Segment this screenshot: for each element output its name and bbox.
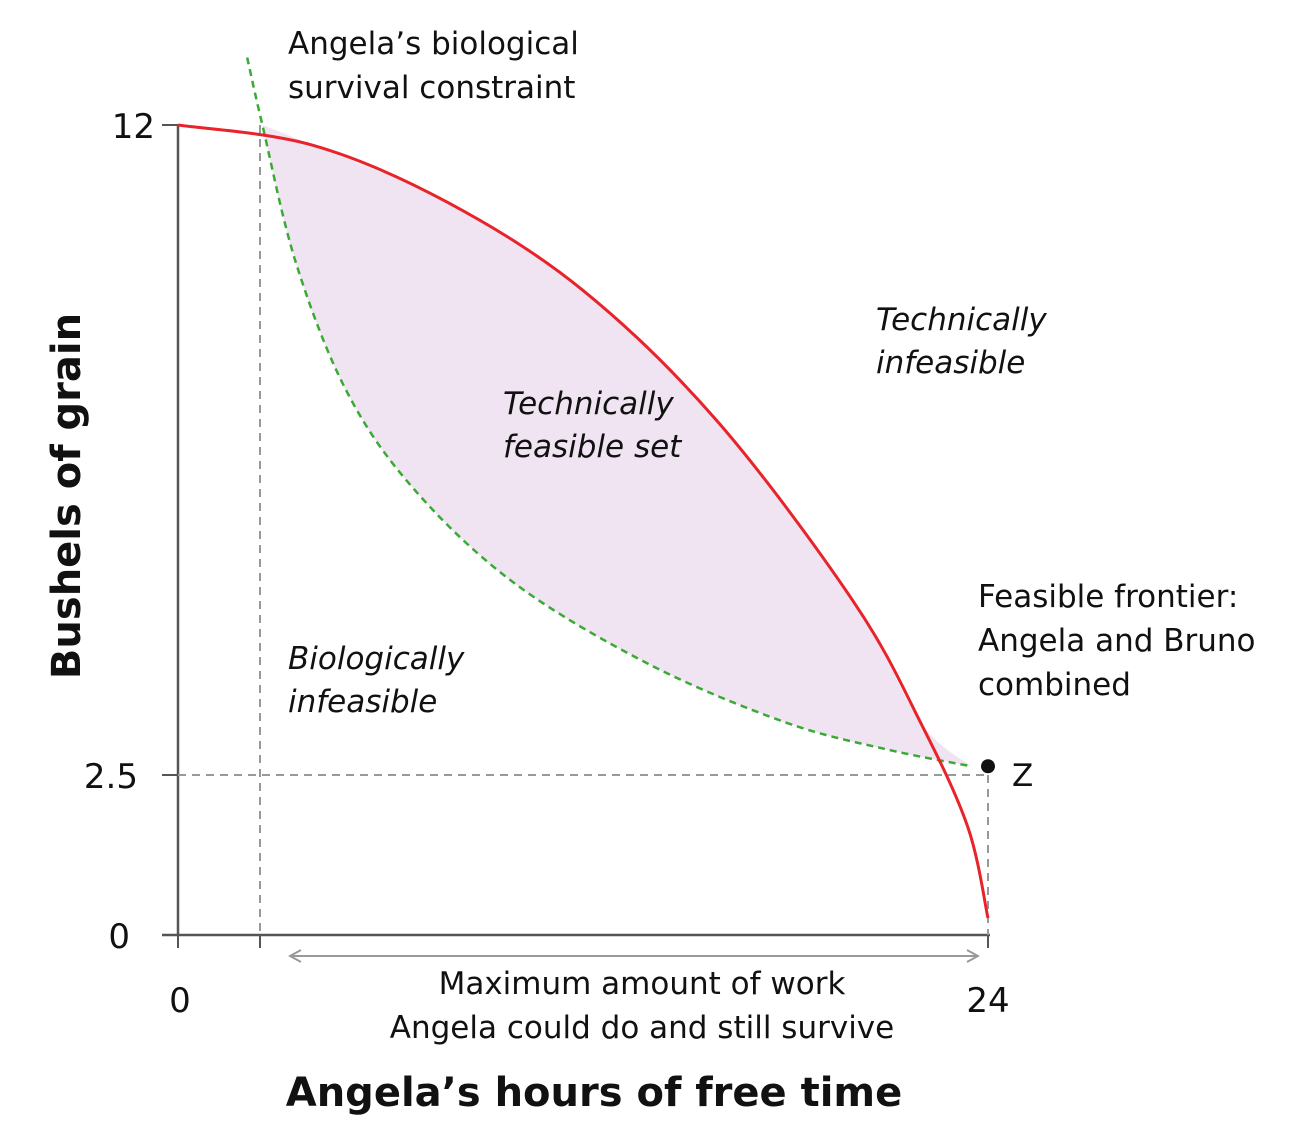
point-z-marker — [981, 759, 995, 774]
technically-feasible-set-region — [262, 125, 972, 767]
max-work-label-line1: Maximum amount of work — [439, 966, 846, 1002]
frontier-label-line1: Feasible frontier: — [978, 579, 1238, 615]
biological-survival-constraint-curve — [245, 57, 972, 768]
technically-infeasible-label-line2: infeasible — [876, 345, 1025, 381]
y-tick-label-2.5: 2.5 — [84, 757, 138, 797]
x-tick-label-0: 0 — [169, 981, 191, 1021]
technically-infeasible-label-line1: Technically — [876, 302, 1047, 338]
x-tick-label-24: 24 — [966, 981, 1009, 1021]
survival-constraint-label-line2: survival constraint — [288, 70, 575, 106]
point-z-label: Z — [1012, 758, 1033, 794]
survival-constraint-label-line1: Angela’s biological — [288, 26, 579, 62]
biologically-infeasible-label-line2: infeasible — [288, 684, 437, 720]
y-axis-title: Bushels of grain — [44, 313, 90, 679]
feasible-set-label-line1: Technically — [503, 386, 674, 422]
frontier-label-line3: combined — [978, 667, 1131, 703]
x-axis-title: Angela’s hours of free time — [286, 1070, 902, 1116]
biologically-infeasible-label-line1: Biologically — [288, 641, 465, 677]
max-work-label-line2: Angela could do and still survive — [390, 1010, 894, 1046]
feasible-set-label-line2: feasible set — [503, 429, 683, 465]
y-tick-label-12: 12 — [112, 107, 155, 147]
feasible-frontier-curve — [177, 123, 990, 919]
frontier-label-line2: Angela and Bruno — [978, 623, 1256, 659]
y-tick-label-0: 0 — [108, 917, 130, 957]
